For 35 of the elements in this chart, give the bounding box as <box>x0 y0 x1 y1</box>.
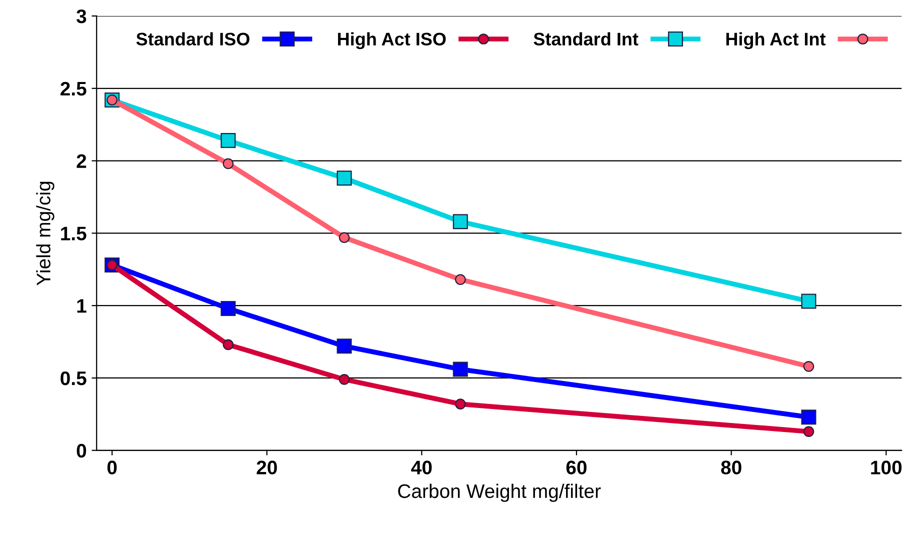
x-axis-title: Carbon Weight mg/filter <box>398 484 601 502</box>
y-tick-label: 2 <box>76 154 86 168</box>
legend-label: Standard Int <box>534 32 638 46</box>
point <box>222 158 234 170</box>
y-tick-label: 1.5 <box>61 226 86 240</box>
x-tick-label: 80 <box>721 460 742 474</box>
point <box>454 274 466 285</box>
x-tick-label: 0 <box>107 460 117 474</box>
point <box>220 300 236 316</box>
point <box>803 360 814 372</box>
y-tick-label: 0 <box>76 444 86 458</box>
y-axis-title: Yield mg/cig <box>36 182 54 286</box>
point <box>801 294 816 309</box>
legend-label: High Act ISO <box>338 32 446 50</box>
point <box>803 426 814 437</box>
point <box>454 398 466 410</box>
point <box>336 338 352 354</box>
legend-label: Standard ISO <box>136 32 250 46</box>
point <box>336 170 352 186</box>
y-tick-label: 2.5 <box>60 82 86 96</box>
y-tick-label: 3 <box>76 9 86 24</box>
y-tick-label: 1 <box>77 299 86 313</box>
x-tick-label: 100 <box>871 460 902 474</box>
x-tick-label: 20 <box>256 460 277 474</box>
point <box>801 410 816 425</box>
point <box>338 232 350 243</box>
legend-label: High Act Int <box>726 32 826 50</box>
point <box>220 133 236 148</box>
point <box>452 362 468 377</box>
x-tick-label: 60 <box>566 460 587 474</box>
point <box>452 214 468 230</box>
point <box>338 374 350 385</box>
y-tick-label: 0.5 <box>60 371 86 386</box>
point <box>222 339 234 350</box>
x-tick-label: 40 <box>411 460 432 474</box>
